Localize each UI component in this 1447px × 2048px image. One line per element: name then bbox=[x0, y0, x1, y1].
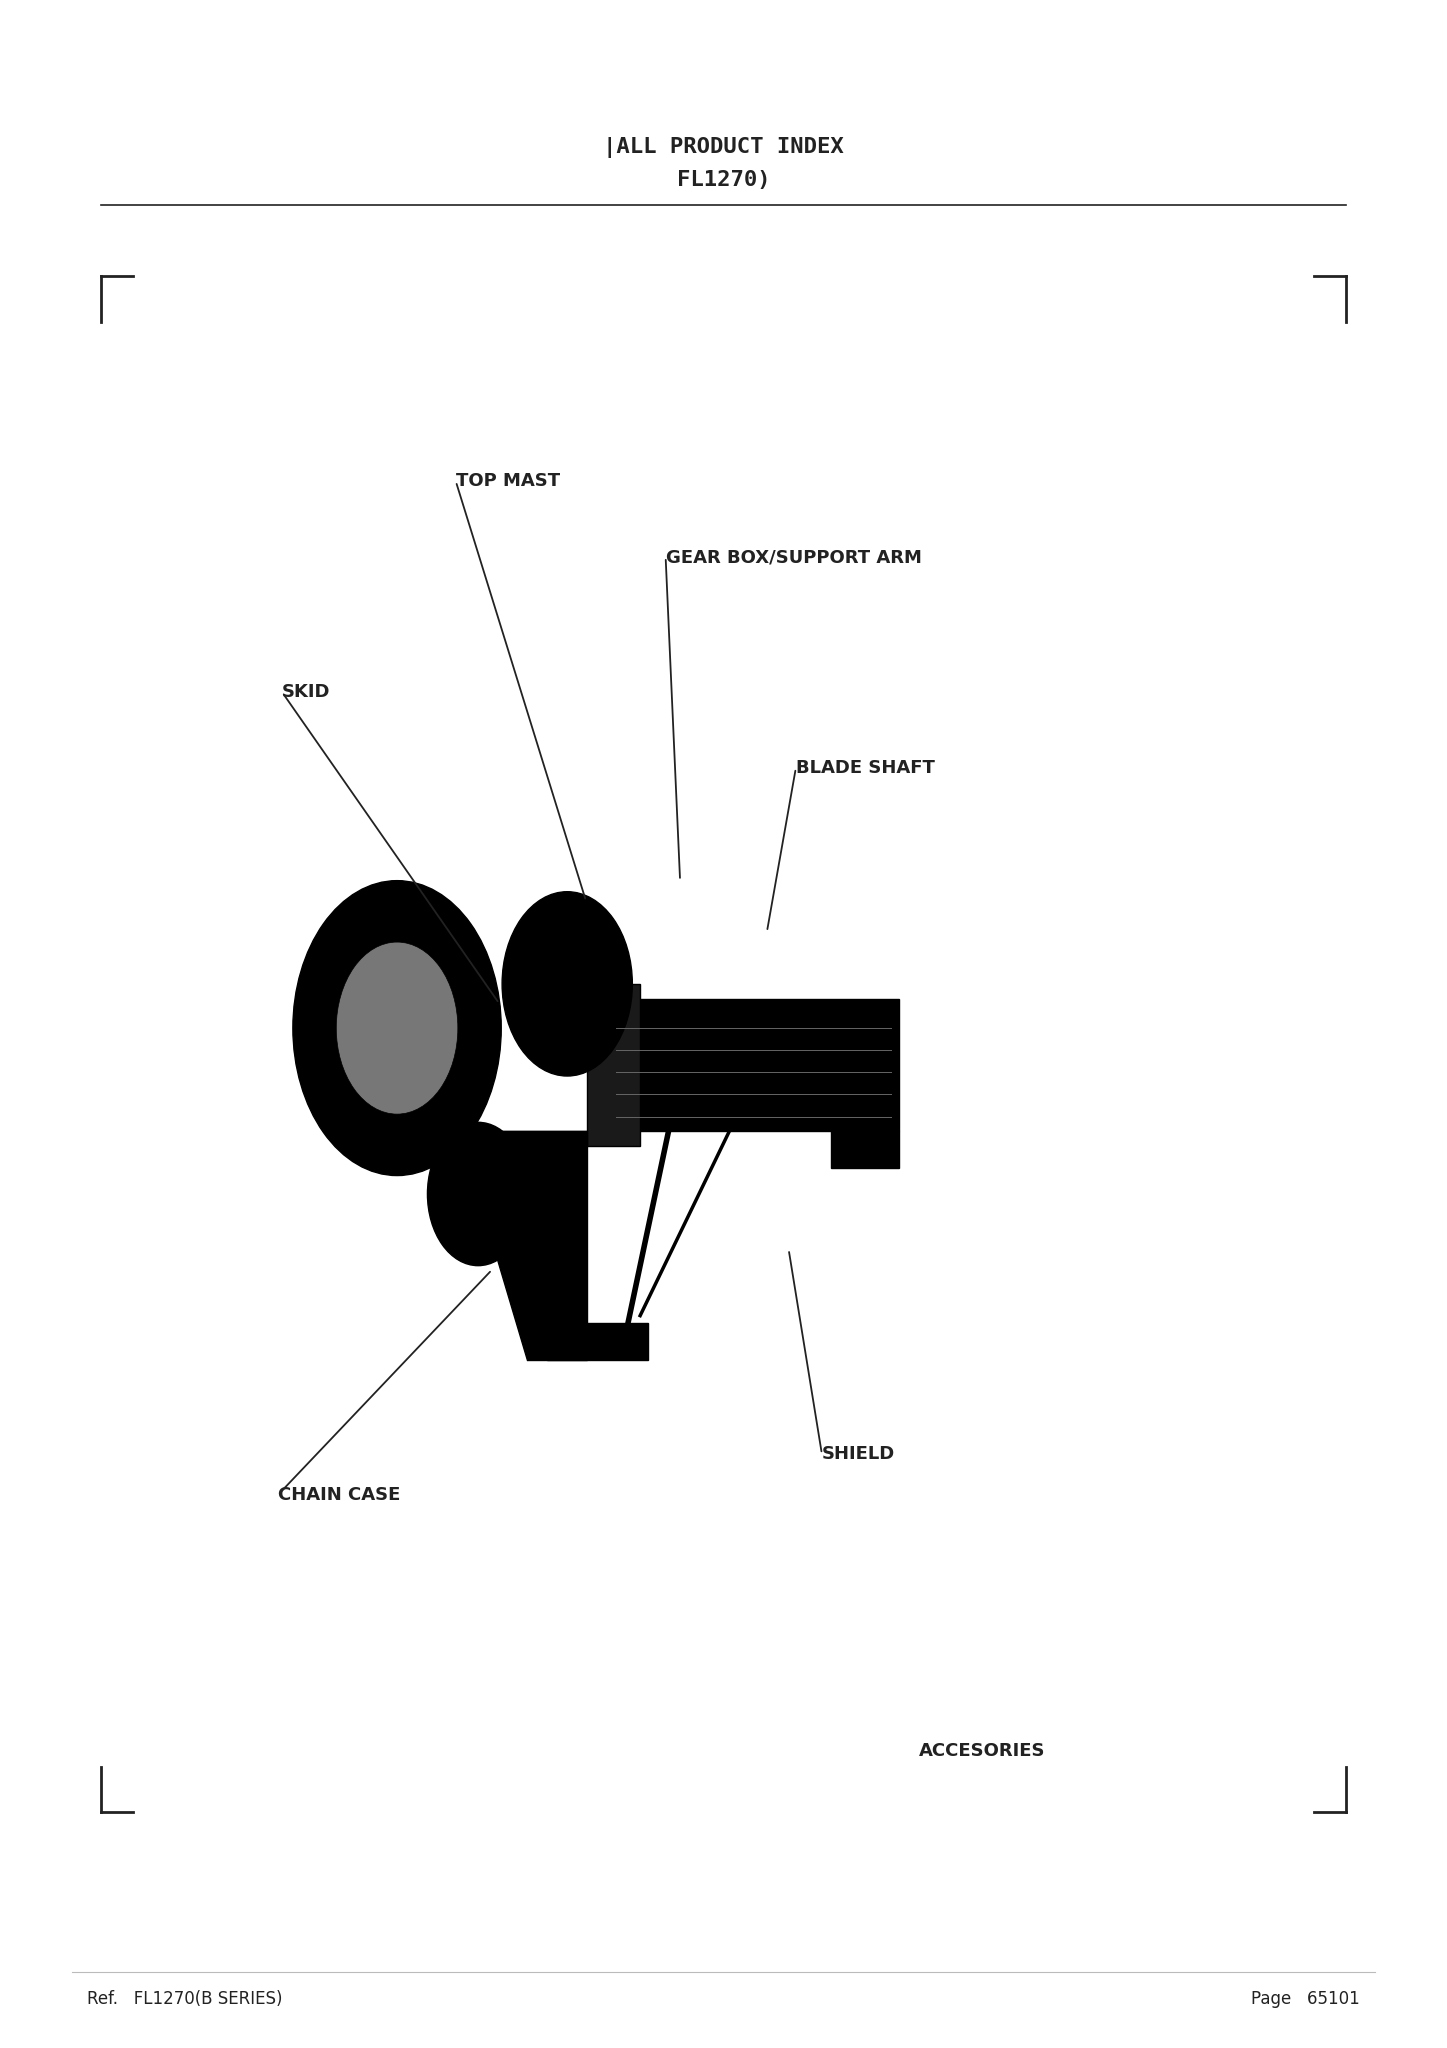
Circle shape bbox=[502, 891, 632, 1075]
Circle shape bbox=[427, 1122, 528, 1266]
Polygon shape bbox=[587, 983, 640, 1147]
Text: BLADE SHAFT: BLADE SHAFT bbox=[796, 760, 935, 776]
Polygon shape bbox=[437, 1130, 587, 1249]
Circle shape bbox=[292, 881, 501, 1176]
Text: FL1270): FL1270) bbox=[677, 170, 770, 190]
Text: |ALL PRODUCT INDEX: |ALL PRODUCT INDEX bbox=[603, 137, 844, 158]
Polygon shape bbox=[608, 999, 900, 1130]
Polygon shape bbox=[495, 1249, 587, 1360]
Circle shape bbox=[336, 942, 457, 1114]
Text: ACCESORIES: ACCESORIES bbox=[919, 1743, 1045, 1759]
Text: CHAIN CASE: CHAIN CASE bbox=[278, 1487, 401, 1503]
Polygon shape bbox=[547, 1323, 648, 1360]
Polygon shape bbox=[831, 1130, 900, 1167]
Text: TOP MAST: TOP MAST bbox=[456, 473, 560, 489]
Polygon shape bbox=[454, 1231, 495, 1249]
Text: Ref.   FL1270(B SERIES): Ref. FL1270(B SERIES) bbox=[87, 1991, 282, 2007]
Text: GEAR BOX/SUPPORT ARM: GEAR BOX/SUPPORT ARM bbox=[666, 549, 922, 565]
Text: Page   65101: Page 65101 bbox=[1252, 1991, 1360, 2007]
Text: SHIELD: SHIELD bbox=[822, 1446, 896, 1462]
Text: SKID: SKID bbox=[282, 684, 331, 700]
